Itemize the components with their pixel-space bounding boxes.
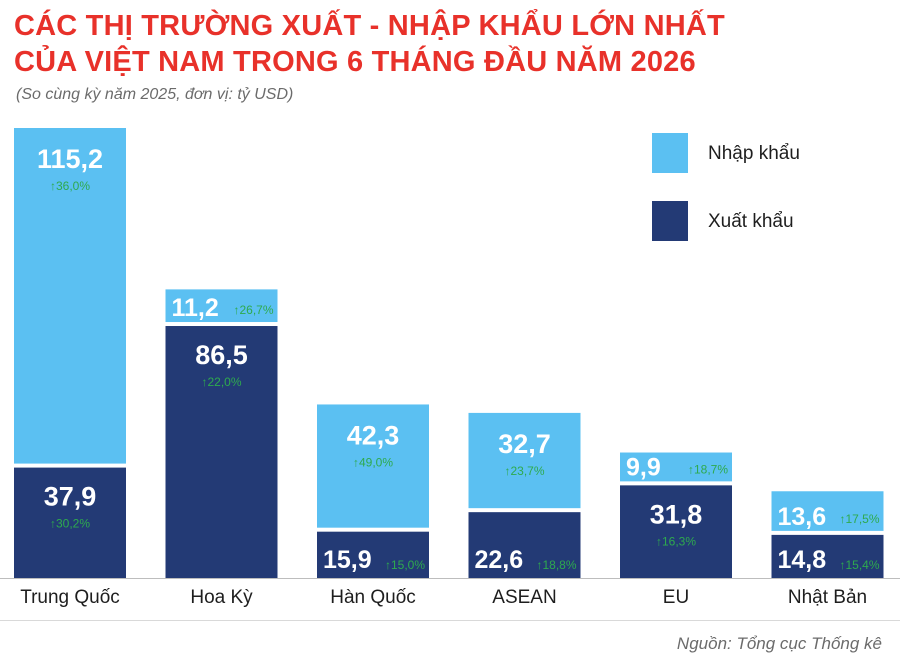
label-export-growth-5: ↑15,4% <box>839 558 879 572</box>
bar-import-1 <box>165 289 278 323</box>
label-export-growth-3: ↑18,8% <box>536 558 576 572</box>
label-import-growth-3: ↑23,7% <box>504 464 544 478</box>
label-export-value-5: 14,8 <box>778 546 827 574</box>
bar-import-2 <box>317 404 429 528</box>
label-import-growth-5: ↑17,5% <box>839 512 879 526</box>
label-export-growth-4: ↑16,3% <box>656 534 696 548</box>
chart-title-line-2: CỦA VIỆT NAM TRONG 6 THÁNG ĐẦU NĂM 2026 <box>14 46 696 78</box>
x-tick-label-2: Hàn Quốc <box>330 587 416 608</box>
bar-export-4 <box>620 485 732 578</box>
label-import-value-3: 32,7 <box>498 429 551 459</box>
label-export-value-3: 22,6 <box>475 546 524 574</box>
bar-import-0 <box>14 128 126 464</box>
chart-subtitle: (So cùng kỳ năm 2025, đơn vị: tỷ USD) <box>16 86 294 103</box>
label-export-value-2: 15,9 <box>323 546 372 574</box>
label-export-growth-0: ↑30,2% <box>50 517 90 531</box>
x-tick-label-5: Nhật Bản <box>788 587 867 608</box>
label-import-value-0: 115,2 <box>37 144 103 174</box>
label-import-growth-4: ↑18,7% <box>688 462 728 476</box>
legend-label-export: Xuất khẩu <box>708 211 794 232</box>
legend-swatch-import <box>652 133 688 173</box>
label-export-value-1: 86,5 <box>195 340 248 370</box>
legend-swatch-export <box>652 201 688 241</box>
label-export-growth-2: ↑15,0% <box>385 558 425 572</box>
source-note: Nguồn: Tổng cục Thống kê <box>676 634 882 653</box>
label-import-value-4: 9,9 <box>626 453 661 481</box>
label-import-growth-1: ↑26,7% <box>233 303 273 317</box>
legend-label-import: Nhập khẩu <box>708 143 800 164</box>
label-import-value-5: 13,6 <box>778 503 827 531</box>
label-export-growth-1: ↑22,0% <box>201 375 241 389</box>
label-export-value-0: 37,9 <box>44 482 97 512</box>
chart-title-line-1: CÁC THỊ TRƯỜNG XUẤT - NHẬP KHẨU LỚN NHẤT <box>14 10 725 42</box>
x-tick-label-4: EU <box>663 587 689 608</box>
label-import-value-2: 42,3 <box>347 420 400 450</box>
label-import-value-1: 11,2 <box>172 294 219 322</box>
label-export-value-4: 31,8 <box>650 499 703 529</box>
x-tick-label-3: ASEAN <box>492 587 556 608</box>
x-tick-label-1: Hoa Kỳ <box>190 587 253 608</box>
chart-title: CÁC THỊ TRƯỜNG XUẤT - NHẬP KHẨU LỚN NHẤT… <box>14 8 725 80</box>
bar-export-1 <box>165 326 278 578</box>
label-import-growth-0: ↑36,0% <box>50 179 90 193</box>
bar-export-3 <box>468 512 581 578</box>
bar-export-0 <box>14 467 126 578</box>
bar-export-2 <box>317 531 429 578</box>
bar-import-3 <box>468 412 581 509</box>
footer-divider <box>0 620 900 621</box>
bar-import-5 <box>771 491 884 531</box>
bar-import-4 <box>620 452 732 482</box>
label-import-growth-2: ↑49,0% <box>353 455 393 469</box>
x-tick-label-0: Trung Quốc <box>20 587 120 608</box>
bar-export-5 <box>771 534 884 578</box>
